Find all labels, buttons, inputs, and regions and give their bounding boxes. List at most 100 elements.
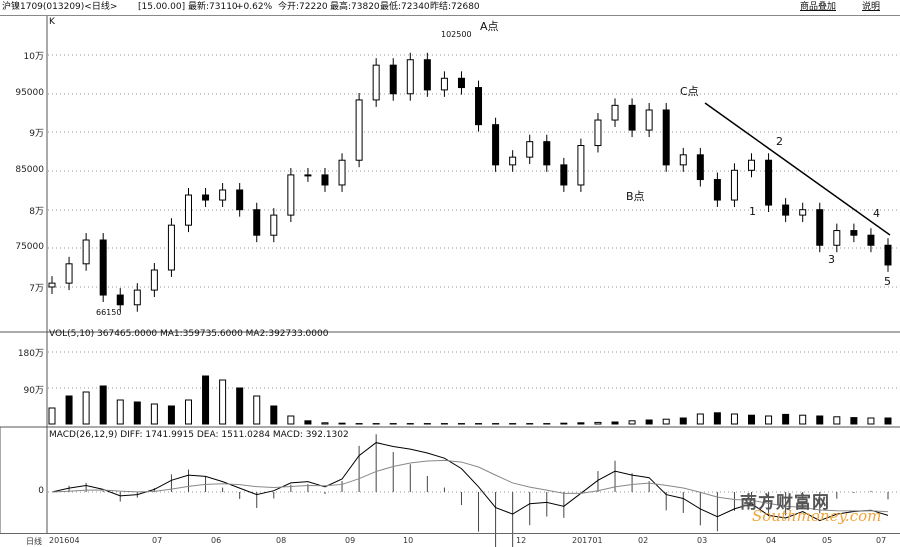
volume-bar [167,405,175,425]
low-price: 最低:72340 [380,2,430,12]
candle [116,288,124,312]
candle [236,183,244,217]
watermark-logo: 南方财富网 [740,493,830,513]
candle [594,113,602,153]
x-tick: 07 [152,536,163,545]
candle [219,183,227,207]
volume-bar [645,419,653,425]
y-tick: 95000 [15,88,44,98]
candle [543,134,551,172]
candle [457,71,465,95]
candle [355,92,363,168]
volume-bar [150,403,158,425]
point-b-label: B点 [626,190,645,203]
candle [82,233,90,271]
candle [184,188,192,233]
y-tick: 75000 [15,242,44,252]
macd-title: MACD(26,12,9) DIFF: 1741.9915 DEA: 1511.… [49,430,349,440]
volume-bar [748,414,756,425]
volume-bar [577,422,585,425]
point-a-label: A点 [480,20,499,33]
candle [372,58,380,107]
y-tick: 7万 [29,284,44,294]
wave-5-label: 5 [884,275,891,288]
volume-bar [287,415,295,425]
latest-price: 最新:73110 [188,2,238,12]
low-value-label: 66150 [96,308,122,317]
volume-bar [338,422,346,425]
x-tick: 201604 [49,536,80,545]
high-price: 最高:73820 [330,2,380,12]
volume-bar [236,387,244,425]
help-button[interactable]: 说明 [862,2,881,12]
x-tick: 09 [345,536,356,545]
volume-bar [679,417,687,425]
candle [748,153,756,178]
candle [475,80,483,132]
k-label: K [49,17,55,27]
x-tick: 04 [766,536,777,545]
volume-bar [611,421,619,425]
candle [406,52,414,101]
change-percent: +0.62% [236,2,273,12]
candle [884,238,892,272]
candle [509,150,517,172]
candle [338,153,346,192]
candle [150,263,158,298]
wave-4-label: 4 [873,207,880,220]
candle [389,58,397,101]
candle [99,233,107,302]
overlay-commodity-button[interactable]: 商品叠加 [800,2,837,12]
volume-title: VOL(5,10) 367465.0000 MA1:359735.6000 MA… [49,329,329,339]
candle [611,98,619,127]
point-c-label: C点 [680,85,699,98]
candle [799,202,807,223]
volume-bar [833,416,841,425]
candle [696,147,704,187]
candle [321,167,329,192]
diff-line [51,442,889,522]
trend-line [704,102,891,236]
candle [133,283,141,312]
candle [492,117,500,172]
volume-bar [116,399,124,425]
candle [679,147,687,172]
y-tick: 85000 [15,165,44,175]
candle [202,188,210,207]
volume-bar [816,415,824,425]
volume-bar [321,422,329,425]
candle [628,98,636,138]
x-tick: 05 [822,536,833,545]
volume-bar [884,417,892,425]
x-tick: 08 [276,536,287,545]
period-label: 日线 [26,537,42,546]
x-axis: 日线 201604 07 06 08 09 10 12 201701 02 03… [0,533,900,547]
volume-bar [730,413,738,425]
x-tick: 07 [876,536,887,545]
candle [816,202,824,253]
candle [662,103,670,172]
symbol-label: 沪镍1709(013209)<日线> [2,2,118,12]
candle [287,167,295,223]
volume-bar [713,412,721,425]
candle [867,228,875,253]
candle [48,276,56,294]
candle [730,163,738,207]
candle [253,202,261,243]
volume-bar [867,417,875,425]
x-tick: 10 [403,536,414,545]
volume-bar [662,418,670,425]
quote-header: 沪镍1709(013209)<日线> [15.00.00] 最新:73110 +… [0,0,900,16]
volume-bar [628,420,636,425]
macd-zero-tick: 0 [38,486,44,496]
volume-bar [99,385,107,425]
volume-bar [594,421,602,425]
volume-bar [202,375,210,425]
candle [577,138,585,192]
volume-bar [696,413,704,425]
volume-bar [48,407,56,425]
x-tick: 02 [638,536,649,545]
open-price: 今开:72220 [278,2,328,12]
